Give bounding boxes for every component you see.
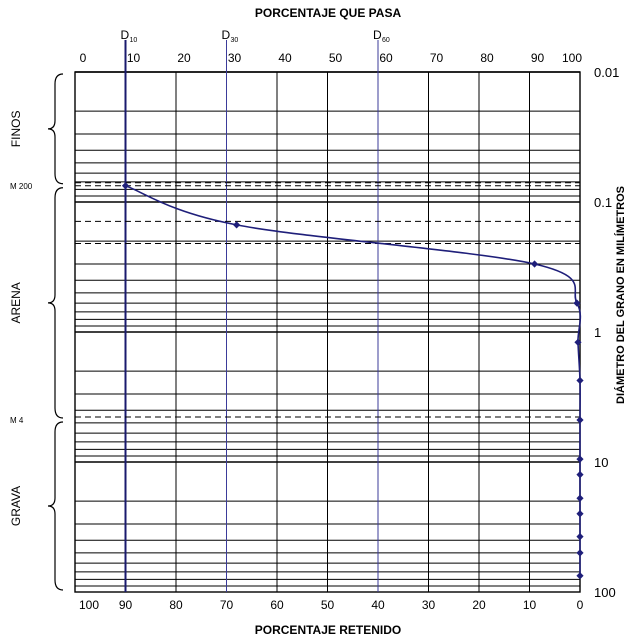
marker-sub-d60: 60: [382, 37, 390, 44]
bottom-tick-label: 10: [523, 598, 537, 612]
top-tick-label: 20: [177, 51, 191, 65]
bottom-tick-label: 90: [119, 598, 133, 612]
top-tick-label: 80: [480, 51, 494, 65]
top-tick-label: 70: [430, 51, 444, 65]
bottom-tick-label: 30: [422, 598, 436, 612]
top-tick-label: 50: [329, 51, 343, 65]
plot-frame: [74, 71, 581, 593]
data-point: [576, 510, 584, 518]
top-tick-label: 40: [278, 51, 292, 65]
data-point: [121, 182, 130, 190]
right-tick-label: 0.01: [594, 65, 619, 80]
brace-finos: [47, 73, 64, 185]
right-axis-title: DIÁMETRO DEL GRANO EN MILÍMETROS: [614, 186, 627, 404]
gradation-curve: [125, 185, 582, 576]
data-point: [576, 572, 584, 580]
top-tick-label: 10: [127, 51, 141, 65]
marker-label-d30: D: [222, 28, 231, 42]
data-point: [576, 549, 584, 557]
brace-arena: [47, 187, 64, 419]
series-layer: [121, 182, 584, 580]
data-point: [233, 221, 241, 229]
sieve-label: M 4: [10, 416, 24, 425]
data-point: [574, 338, 582, 346]
top-tick-label: 30: [228, 51, 242, 65]
top-tick-label: 100: [562, 51, 582, 65]
class-label-finos: FINOS: [9, 111, 23, 148]
top-tick-label: 90: [531, 51, 545, 65]
bottom-tick-label: 20: [472, 598, 486, 612]
bottom-tick-label: 70: [220, 598, 234, 612]
top-axis-title: PORCENTAJE QUE PASA: [255, 6, 402, 20]
bottom-tick-label: 80: [169, 598, 183, 612]
bottom-tick-label: 40: [371, 598, 385, 612]
data-point: [576, 533, 584, 541]
bottom-tick-label: 50: [321, 598, 335, 612]
class-label-arena: ARENA: [9, 282, 23, 323]
data-point: [576, 416, 584, 424]
data-point: [576, 376, 584, 385]
top-tick-label: 60: [379, 51, 393, 65]
data-point: [576, 494, 584, 502]
data-point: [576, 455, 584, 463]
bottom-tick-label: 60: [270, 598, 284, 612]
bottom-tick-label: 0: [577, 598, 584, 612]
soil-class-braces: [47, 73, 64, 591]
bottom-axis-title: PORCENTAJE RETENIDO: [255, 623, 401, 637]
top-tick-label: 0: [80, 51, 87, 65]
marker-label-d60: D: [373, 28, 382, 42]
right-tick-label: 1: [594, 325, 601, 340]
right-tick-label: 100: [594, 585, 616, 600]
marker-label-d10: D: [121, 28, 130, 42]
marker-sub-d30: 30: [231, 37, 239, 44]
sieve-label: M 200: [10, 182, 33, 191]
data-point: [576, 470, 584, 479]
class-label-grava: GRAVA: [9, 486, 23, 526]
marker-sub-d10: 10: [130, 37, 138, 44]
right-tick-label: 0.1: [594, 195, 612, 210]
data-point: [530, 260, 539, 268]
brace-grava: [47, 421, 64, 591]
right-tick-label: 10: [594, 455, 608, 470]
bottom-tick-label: 100: [79, 598, 99, 612]
plot-grid: [74, 40, 581, 593]
data-point: [573, 299, 581, 307]
